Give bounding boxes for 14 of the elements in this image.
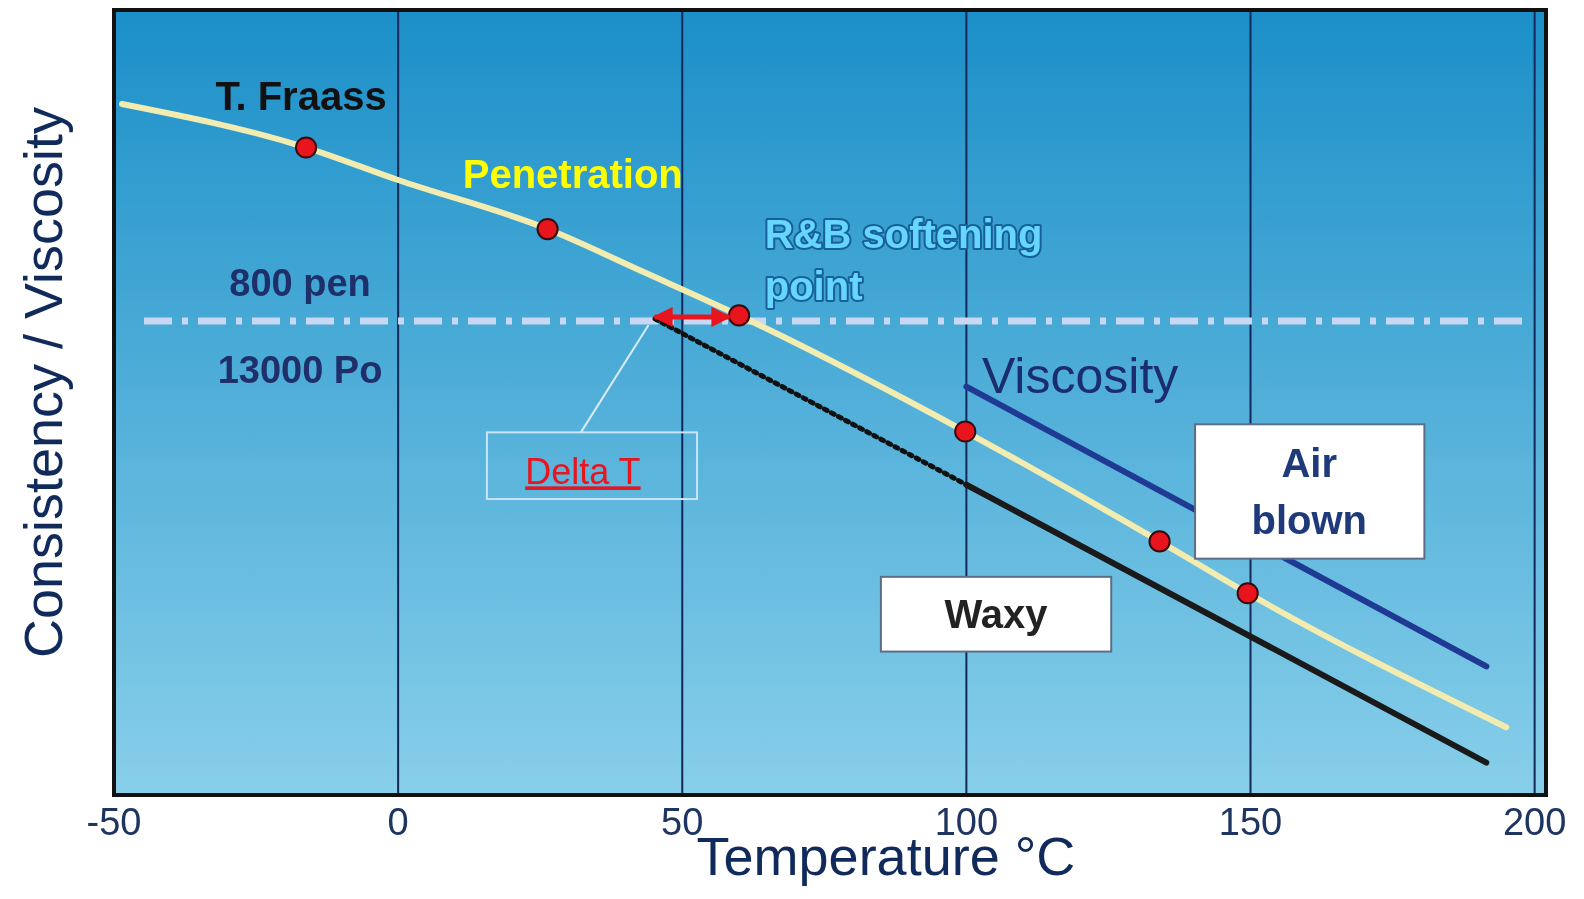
annotation: 800 pen — [229, 262, 371, 305]
annotation: 13000 Po — [217, 349, 383, 392]
annotation: Delta T — [525, 451, 641, 493]
annotation: T. Fraass — [215, 73, 387, 118]
annotation: Penetration — [462, 151, 683, 196]
x-tick-label: 200 — [1502, 801, 1567, 843]
x-tick-label: 150 — [1218, 801, 1283, 843]
series-label: Air blown — [1251, 440, 1367, 543]
annotation: Viscosity — [981, 348, 1179, 405]
x-tick-label: -50 — [86, 801, 142, 843]
x-tick-label: 100 — [934, 801, 999, 843]
y-axis-title: Consistency / Viscosity — [13, 106, 73, 659]
x-tick-label: 0 — [387, 801, 409, 843]
series-label: Waxy — [944, 592, 1049, 637]
